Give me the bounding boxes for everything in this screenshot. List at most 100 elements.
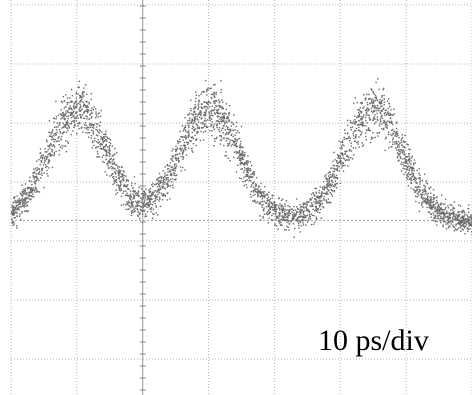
data-point <box>111 160 113 163</box>
data-point <box>182 136 184 138</box>
data-point <box>42 164 45 166</box>
data-point <box>148 198 150 200</box>
data-point <box>461 215 463 218</box>
data-point <box>173 168 175 170</box>
data-point <box>108 150 110 152</box>
data-point <box>55 126 58 128</box>
data-point <box>448 218 450 220</box>
data-point <box>62 114 64 117</box>
data-point <box>196 124 198 126</box>
data-point <box>438 205 440 207</box>
data-point <box>323 189 325 191</box>
data-point <box>102 141 104 144</box>
data-point <box>387 111 389 113</box>
data-point <box>398 150 400 152</box>
data-point <box>266 193 268 195</box>
data-point <box>424 188 426 190</box>
data-point <box>209 119 211 122</box>
data-point <box>416 182 418 184</box>
data-point <box>150 197 152 200</box>
data-point <box>449 219 452 222</box>
data-point <box>70 101 73 103</box>
data-point <box>119 185 121 187</box>
data-point <box>382 89 384 91</box>
data-point <box>213 123 216 125</box>
data-point <box>268 199 270 201</box>
data-point <box>453 201 456 203</box>
data-point <box>342 162 345 165</box>
data-point <box>255 183 257 185</box>
data-point <box>289 212 292 215</box>
data-point <box>462 209 464 211</box>
data-point <box>183 136 185 138</box>
data-point <box>218 118 221 120</box>
data-point <box>307 221 309 223</box>
data-point <box>106 136 108 138</box>
data-point <box>93 106 95 108</box>
data-point <box>437 209 439 211</box>
data-point <box>22 194 24 196</box>
data-point <box>169 198 171 200</box>
data-point <box>278 217 280 219</box>
data-point <box>300 225 302 227</box>
data-point <box>399 153 401 155</box>
data-point <box>204 79 207 82</box>
data-point <box>451 220 454 223</box>
data-point <box>32 172 35 174</box>
data-point <box>397 160 399 162</box>
data-point <box>275 210 277 213</box>
data-point <box>430 192 432 194</box>
data-point <box>302 211 304 214</box>
data-point <box>280 204 282 207</box>
data-point <box>18 207 20 209</box>
data-point <box>240 147 242 149</box>
data-point <box>102 138 104 141</box>
data-point <box>215 100 218 102</box>
data-point <box>401 144 403 146</box>
data-point <box>202 131 205 133</box>
data-point <box>239 145 242 147</box>
data-point <box>245 160 248 162</box>
data-point <box>299 231 301 233</box>
data-point <box>46 140 48 143</box>
data-point <box>209 114 211 116</box>
data-point <box>443 213 445 215</box>
data-point <box>313 201 315 203</box>
data-point <box>386 112 388 115</box>
data-point <box>391 122 393 124</box>
data-point <box>279 219 281 221</box>
data-point <box>343 136 345 138</box>
data-point <box>316 195 318 197</box>
data-point <box>432 205 434 208</box>
data-point <box>15 211 17 213</box>
data-point <box>39 152 42 154</box>
data-point <box>271 194 273 196</box>
data-point <box>21 184 23 186</box>
data-point <box>315 209 318 212</box>
data-point <box>243 167 246 169</box>
data-point <box>169 165 171 167</box>
data-point <box>282 208 284 211</box>
data-point <box>122 175 124 177</box>
data-point <box>287 217 289 219</box>
data-point <box>406 163 409 165</box>
data-point <box>324 175 326 177</box>
data-point <box>377 104 379 107</box>
data-point <box>53 118 55 120</box>
data-point <box>81 114 84 116</box>
data-point <box>60 109 62 111</box>
data-point <box>383 113 386 115</box>
data-point <box>132 198 134 200</box>
data-point <box>324 187 326 189</box>
data-point <box>188 125 190 127</box>
data-point <box>453 213 455 215</box>
data-point <box>11 218 13 220</box>
data-point <box>126 201 128 203</box>
data-point <box>131 212 133 214</box>
data-point <box>434 206 436 208</box>
data-point <box>218 121 221 123</box>
data-point <box>302 216 305 218</box>
data-point <box>257 195 259 198</box>
data-point <box>467 222 469 224</box>
data-point <box>343 145 345 147</box>
